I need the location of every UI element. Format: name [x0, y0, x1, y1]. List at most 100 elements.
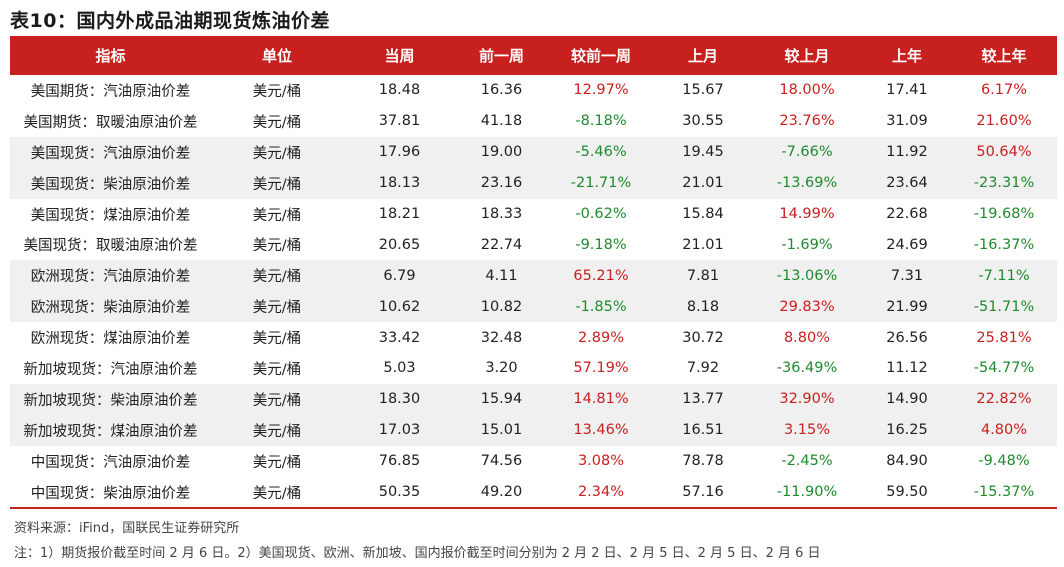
cell-week: 37.81 [378, 113, 421, 130]
cell-week: 18.21 [378, 206, 421, 222]
cell-last-month: 15.67 [655, 73, 751, 106]
cell-indicator: 欧洲现货：柴油原油价差 [30, 300, 191, 317]
cell-last-year: 11.92 [886, 144, 928, 161]
cell-vs-last-month: 32.90% [779, 391, 835, 408]
cell-vs-prev-week: 2.89% [577, 329, 625, 346]
cell-week: 18.48 [343, 73, 456, 106]
cell-last-year: 23.64 [886, 175, 928, 192]
cell-indicator: 欧洲现货：煤油原油价差 [30, 331, 191, 348]
col-header-vs-prev-week: 较前一周 [547, 36, 655, 75]
table-row: 新加坡现货：煤油原油价差 美元/桶 17.03 15.01 13.46% 16.51 3.1… [10, 414, 1057, 446]
cell-indicator: 新加坡现货：柴油原油价差 [23, 392, 198, 409]
cell-vs-last-month: -2.45% [781, 453, 833, 470]
cell-prev-week: 15.94 [480, 391, 523, 408]
col-header-vs-last-year: 较上年 [951, 36, 1057, 75]
cell-last-year: 16.25 [886, 422, 928, 439]
cell-vs-last-year: 21.60% [976, 113, 1032, 130]
cell-last-month: 21.01 [682, 236, 724, 253]
table-row: 中国现货：汽油原油价差 美元/桶 76.85 74.56 3.08% 78.78 -2.45… [10, 446, 1057, 477]
cell-vs-last-year: -54.77% [973, 360, 1035, 377]
cell-last-month: 19.45 [682, 144, 724, 161]
cell-vs-last-month: 18.00% [751, 73, 863, 106]
cell-last-month: 30.55 [682, 113, 724, 130]
table-row: 美国现货：汽油原油价差 美元/桶 17.96 19.00 -5.46% 19.45 -7.6… [10, 136, 1057, 168]
col-header-unit: 单位 [211, 36, 343, 75]
cell-last-month: 21.01 [682, 175, 724, 192]
cell-prev-week: 18.33 [480, 206, 523, 222]
cell-vs-prev-week: -9.18% [575, 236, 627, 253]
cell-vs-last-year: -15.37% [951, 476, 1057, 510]
cell-vs-prev-week: 65.21% [573, 267, 629, 284]
cell-week: 10.62 [378, 298, 421, 315]
cell-unit: 美元/桶 [252, 300, 302, 317]
cell-last-month: 13.77 [682, 391, 724, 408]
cell-vs-last-month: -13.69% [776, 175, 838, 192]
cell-unit: 美元/桶 [252, 176, 302, 193]
cell-unit: 美元/桶 [252, 238, 302, 255]
cell-unit: 美元/桶 [252, 207, 302, 224]
cell-vs-last-year: 22.82% [976, 391, 1032, 408]
cell-vs-last-month: -7.66% [781, 144, 833, 161]
cell-vs-prev-week: -21.71% [570, 175, 632, 192]
cell-vs-last-year: -51.71% [973, 298, 1035, 315]
cell-vs-prev-week: 14.81% [573, 391, 629, 408]
cell-last-month: 30.72 [682, 329, 724, 346]
cell-prev-week: 41.18 [480, 113, 523, 130]
cell-last-year: 84.90 [886, 453, 928, 470]
cell-indicator: 新加坡现货：汽油原油价差 [23, 361, 198, 378]
cell-vs-last-year: -16.37% [973, 236, 1035, 253]
col-header-vs-last-month: 较上月 [751, 36, 863, 75]
cell-vs-last-year: -7.11% [978, 267, 1030, 284]
col-header-last-month: 上月 [655, 36, 751, 75]
cell-indicator: 美国现货：取暖油原油价差 [23, 238, 198, 255]
cell-week: 76.85 [378, 453, 421, 470]
cell-unit: 美元/桶 [252, 361, 302, 378]
cell-week: 5.03 [383, 360, 416, 377]
cell-indicator: 美国期货：汽油原油价差 [10, 73, 211, 106]
cell-indicator: 中国现货：汽油原油价差 [30, 454, 191, 471]
table-row: 欧洲现货：柴油原油价差 美元/桶 10.62 10.82 -1.85% 8.18 29.83… [10, 291, 1057, 323]
cell-week: 6.79 [383, 267, 416, 284]
cell-last-month: 8.18 [686, 298, 720, 315]
cell-last-year: 21.99 [886, 298, 928, 315]
cell-prev-week: 23.16 [480, 175, 523, 192]
cell-unit: 美元/桶 [252, 392, 302, 409]
footnote: 注：1）期货报价截至时间 2 月 6 日。2）美国现货、欧洲、新加坡、国内报价截… [14, 546, 821, 561]
cell-vs-prev-week: -0.62% [575, 206, 627, 222]
cell-vs-last-month: 3.15% [783, 422, 831, 439]
col-header-last-year: 上年 [863, 36, 951, 75]
cell-vs-prev-week: 13.46% [573, 422, 629, 439]
col-header-prev-week: 前一周 [456, 36, 547, 75]
cell-vs-prev-week: -5.46% [575, 144, 627, 161]
cell-week: 33.42 [378, 329, 421, 346]
cell-indicator: 美国期货：取暖油原油价差 [23, 114, 198, 131]
table-row: 中国现货：柴油原油价差 美元/桶 50.35 49.20 2.34% 57.16 -11.9… [10, 476, 1057, 510]
cell-last-month: 16.51 [682, 422, 724, 439]
cell-vs-prev-week: 57.19% [573, 360, 629, 377]
cell-vs-prev-week: 3.08% [577, 453, 625, 470]
source-note: 资料来源：iFind，国联民生证券研究所 [14, 521, 240, 536]
cell-week: 20.65 [378, 236, 421, 253]
cell-vs-last-year: 50.64% [976, 144, 1032, 161]
table-row: 新加坡现货：汽油原油价差 美元/桶 5.03 3.20 57.19% 7.92 -36.49… [10, 353, 1057, 384]
cell-unit: 美元/桶 [252, 423, 302, 440]
spread-table: 指标 单位 当周 前一周 较前一周 上月 较上月 上年 较上年 美国期货：汽油原… [10, 36, 1057, 510]
header-row: 指标 单位 当周 前一周 较前一周 上月 较上月 上年 较上年 [10, 36, 1057, 75]
cell-prev-week: 22.74 [480, 236, 523, 253]
table-title: 表10：国内外成品油期现货炼油价差 [10, 10, 330, 32]
table-row: 新加坡现货：柴油原油价差 美元/桶 18.30 15.94 14.81% 13.77 32.… [10, 383, 1057, 415]
cell-prev-week: 19.00 [480, 144, 523, 161]
cell-prev-week: 10.82 [480, 298, 523, 315]
cell-week: 50.35 [343, 476, 456, 510]
cell-indicator: 欧洲现货：汽油原油价差 [30, 269, 191, 286]
cell-last-year: 59.50 [863, 476, 951, 510]
cell-last-year: 31.09 [886, 113, 928, 130]
cell-unit: 美元/桶 [252, 454, 302, 471]
cell-vs-last-year: 4.80% [980, 422, 1028, 439]
cell-vs-last-year: -19.68% [973, 206, 1035, 222]
cell-prev-week: 3.20 [485, 360, 518, 377]
cell-vs-last-month: 8.80% [783, 329, 831, 346]
table-row: 美国现货：取暖油原油价差 美元/桶 20.65 22.74 -9.18% 21.01 -1.… [10, 229, 1057, 260]
cell-indicator: 美国现货：柴油原油价差 [30, 176, 191, 193]
cell-unit: 美元/桶 [211, 73, 343, 106]
